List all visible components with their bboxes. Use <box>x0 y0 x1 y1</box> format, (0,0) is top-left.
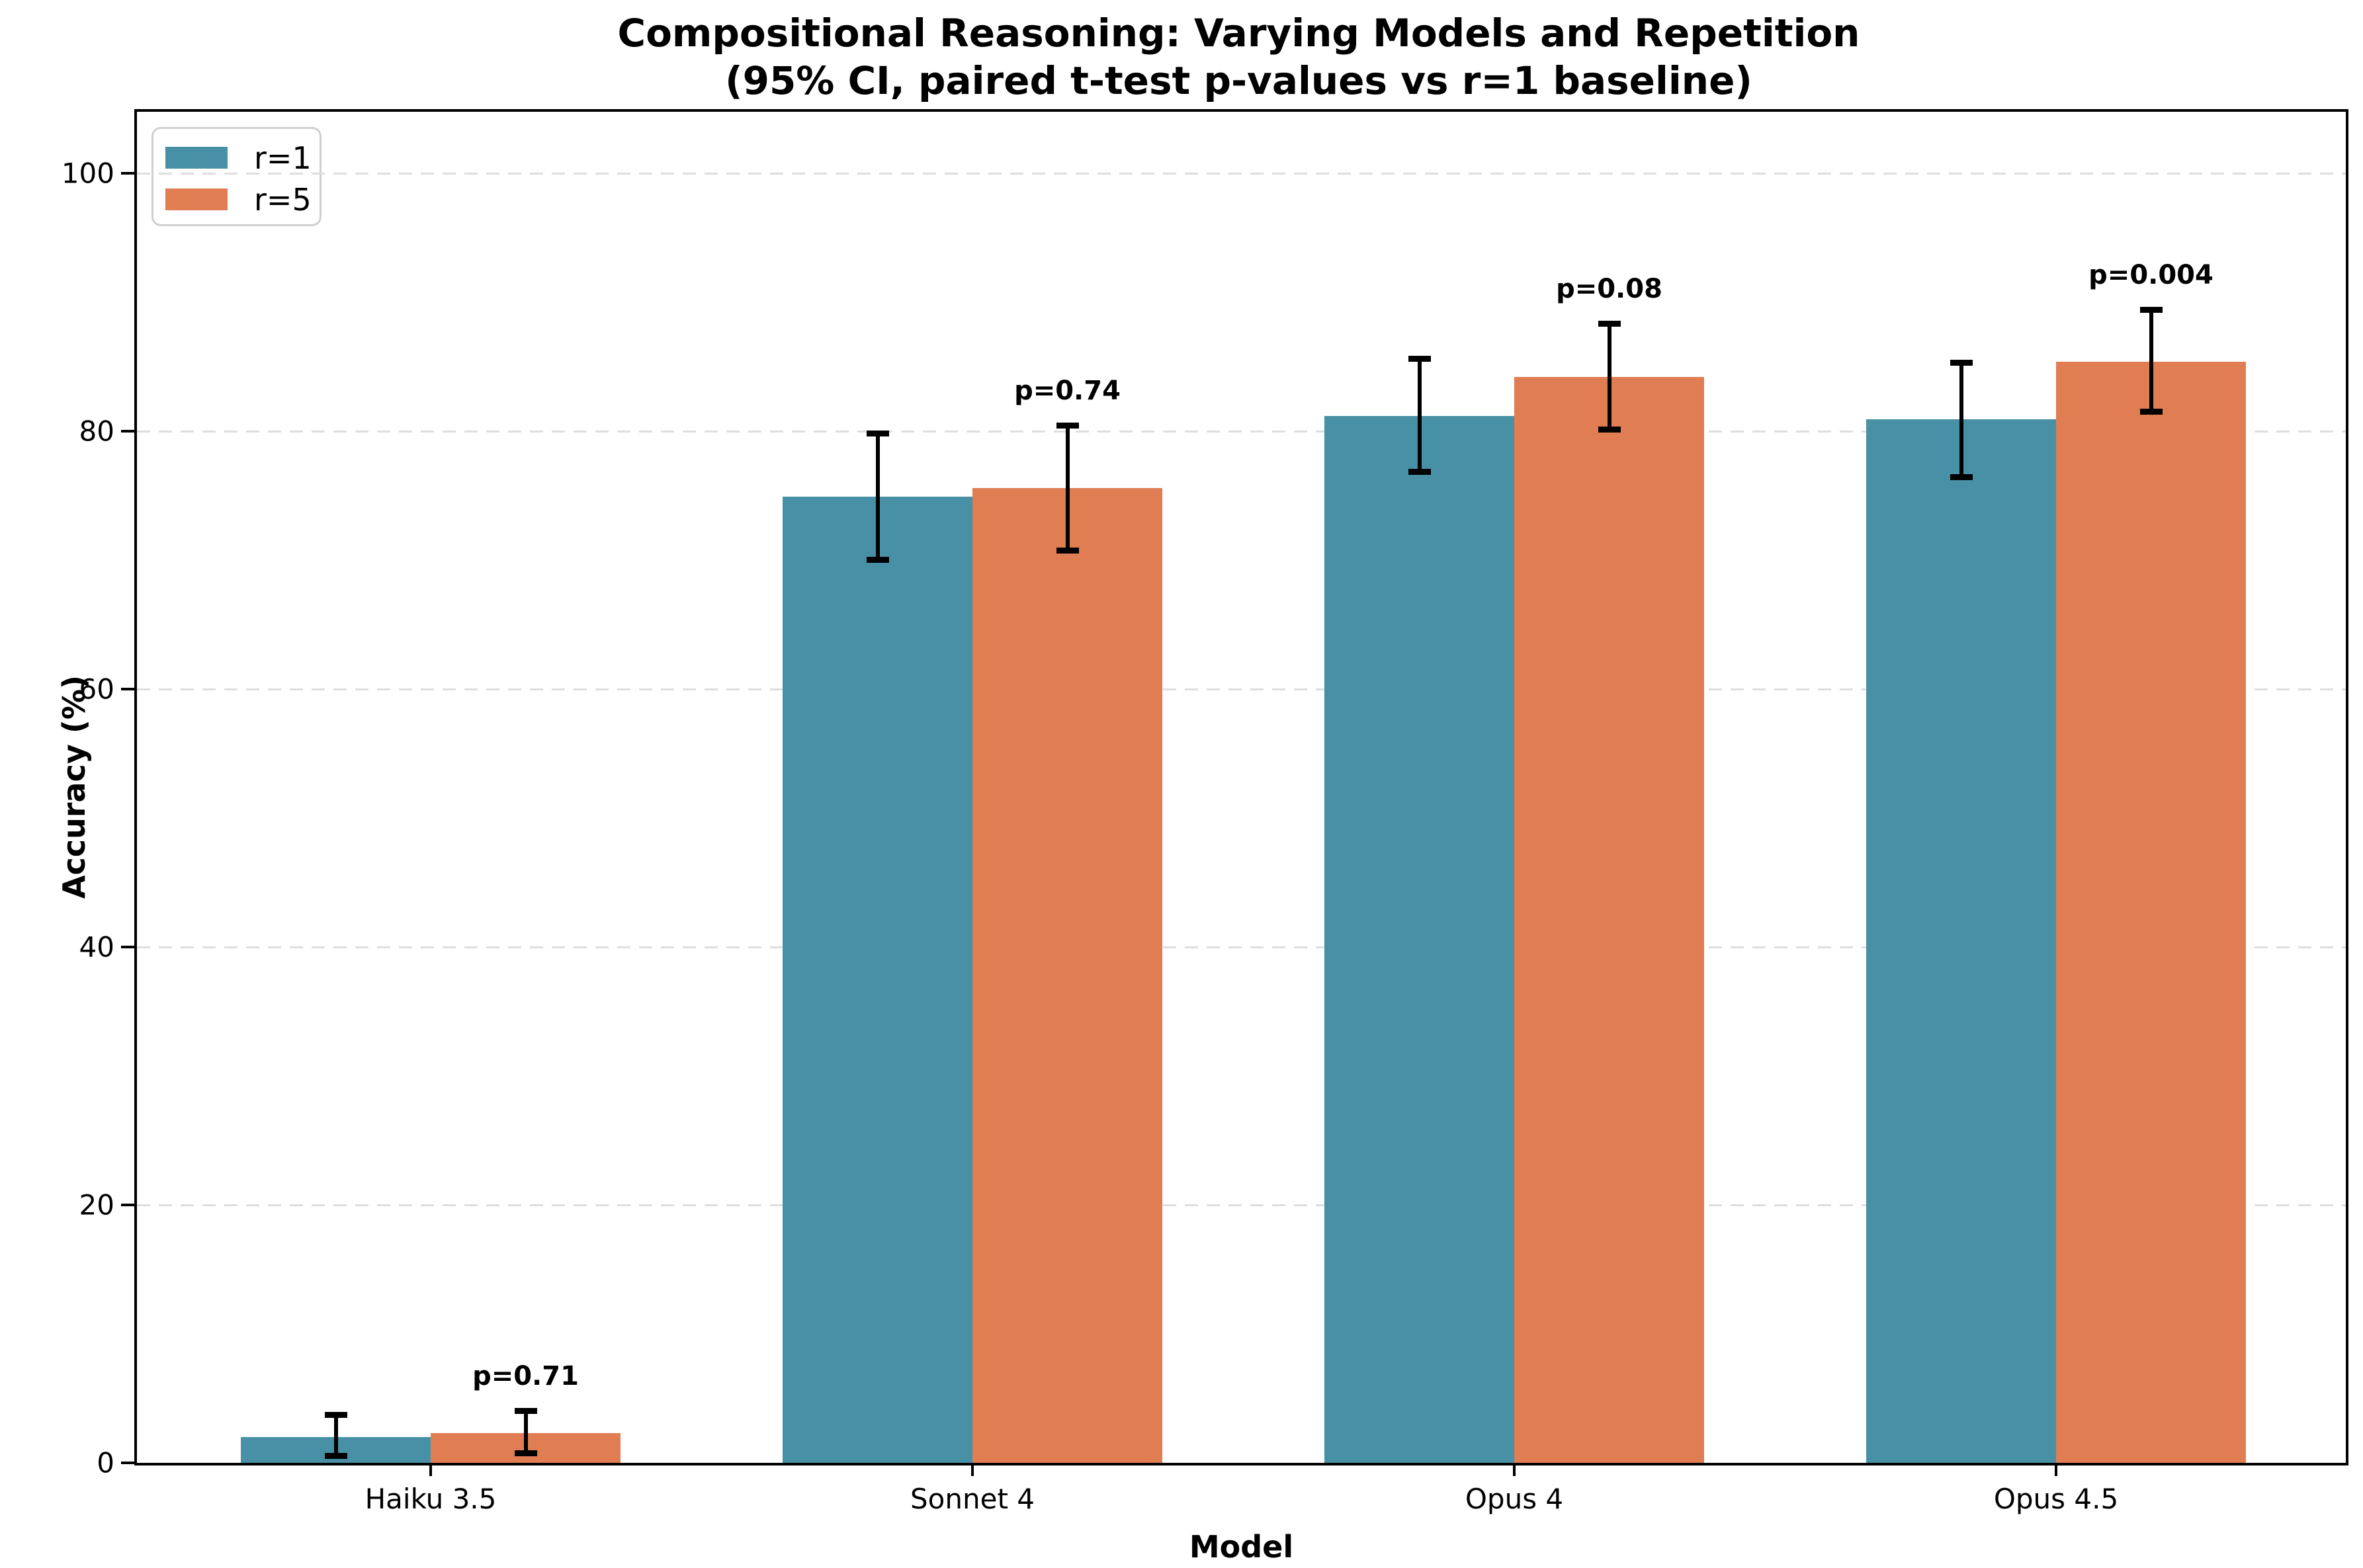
error-bar-r=1-Haiku 3.5 <box>333 1415 338 1457</box>
error-cap-bottom-r=1-Opus 4 <box>1408 469 1431 475</box>
error-cap-top-r=5-Haiku 3.5 <box>514 1408 537 1414</box>
error-bar-r=1-Opus 4 <box>1417 358 1422 473</box>
bar-r=5-Sonnet 4 <box>972 487 1162 1463</box>
legend-entry-r1: r=1 <box>153 137 320 179</box>
p-value-label-Opus 4.5: p=0.004 <box>2088 259 2213 290</box>
error-bar-r=5-Sonnet 4 <box>1065 426 1070 552</box>
bar-r=5-Opus 4 <box>1514 377 1704 1463</box>
y-tick-label-100: 100 <box>61 157 114 190</box>
error-cap-bottom-r=5-Haiku 3.5 <box>514 1450 537 1457</box>
error-cap-bottom-r=1-Haiku 3.5 <box>324 1453 347 1460</box>
bar-r=1-Sonnet 4 <box>783 497 972 1463</box>
error-cap-bottom-r=1-Sonnet 4 <box>866 557 889 563</box>
bar-r=5-Opus 4.5 <box>2056 361 2246 1463</box>
x-tick-label-Opus 4.5: Opus 4.5 <box>1993 1483 2119 1515</box>
plot-area: Accuracy (%) Model r=1 r=5 0 20 40 60 80 100 p… <box>56 109 2348 1565</box>
x-tick-label-Opus 4: Opus 4 <box>1465 1483 1564 1515</box>
error-cap-bottom-r=5-Sonnet 4 <box>1056 548 1079 554</box>
legend-swatch-r5 <box>165 188 228 210</box>
y-tick-label-60: 60 <box>79 673 114 706</box>
y-tick-mark-40 <box>121 946 134 948</box>
x-tick-mark-Haiku 3.5 <box>429 1463 432 1476</box>
error-cap-top-r=1-Opus 4 <box>1408 355 1431 362</box>
y-axis-label: Accuracy (%) <box>56 675 92 899</box>
bar-r=1-Opus 4.5 <box>1866 419 2056 1463</box>
x-tick-label-Haiku 3.5: Haiku 3.5 <box>365 1483 497 1515</box>
error-cap-bottom-r=5-Opus 4.5 <box>2139 408 2163 415</box>
y-tick-label-80: 80 <box>79 415 114 448</box>
error-bar-r=5-Opus 4.5 <box>2149 309 2153 412</box>
x-tick-mark-Opus 4 <box>1513 1463 1516 1476</box>
x-tick-mark-Opus 4.5 <box>2055 1463 2057 1476</box>
error-cap-top-r=1-Opus 4.5 <box>1950 359 1973 366</box>
error-bar-r=5-Opus 4 <box>1607 324 1611 431</box>
y-tick-label-0: 0 <box>97 1446 114 1479</box>
bar-r=1-Opus 4 <box>1324 415 1514 1463</box>
p-value-label-Sonnet 4: p=0.74 <box>1014 376 1121 407</box>
chart-title-line1: Compositional Reasoning: Varying Models … <box>617 11 1860 56</box>
legend: r=1 r=5 <box>151 127 322 226</box>
y-tick-label-20: 20 <box>79 1188 114 1221</box>
error-bar-r=1-Sonnet 4 <box>875 433 880 560</box>
gridline-y80 <box>137 430 2346 433</box>
chart-title: Compositional Reasoning: Varying Models … <box>134 9 2343 104</box>
p-value-label-Haiku 3.5: p=0.71 <box>472 1361 579 1391</box>
error-cap-bottom-r=5-Opus 4 <box>1598 427 1621 433</box>
y-tick-mark-0 <box>121 1462 134 1464</box>
gridline-y20 <box>137 1204 2346 1206</box>
error-cap-top-r=5-Opus 4.5 <box>2139 306 2163 313</box>
y-tick-mark-20 <box>121 1204 134 1206</box>
p-value-label-Opus 4: p=0.08 <box>1556 274 1662 305</box>
gridline-y100 <box>137 172 2346 175</box>
legend-label-r1: r=1 <box>254 140 312 176</box>
error-bar-r=5-Haiku 3.5 <box>523 1411 528 1454</box>
x-tick-mark-Sonnet 4 <box>971 1463 974 1476</box>
error-cap-top-r=1-Haiku 3.5 <box>324 1411 347 1418</box>
error-cap-top-r=1-Sonnet 4 <box>866 430 889 436</box>
error-cap-top-r=5-Sonnet 4 <box>1056 423 1079 429</box>
x-tick-label-Sonnet 4: Sonnet 4 <box>910 1483 1035 1515</box>
y-tick-label-40: 40 <box>79 930 114 964</box>
error-cap-top-r=5-Opus 4 <box>1598 321 1621 327</box>
gridline-y60 <box>137 688 2346 690</box>
legend-swatch-r1 <box>165 147 228 169</box>
legend-label-r5: r=5 <box>254 181 312 218</box>
x-axis-label: Model <box>1189 1529 1294 1565</box>
legend-entry-r5: r=5 <box>153 179 320 220</box>
y-tick-mark-80 <box>121 430 134 433</box>
gridline-y40 <box>137 946 2346 948</box>
error-bar-r=1-Opus 4.5 <box>1959 362 1963 478</box>
y-tick-mark-60 <box>121 688 134 690</box>
chart-title-line2: (95% CI, paired t-test p-values vs r=1 b… <box>725 58 1752 103</box>
error-cap-bottom-r=1-Opus 4.5 <box>1950 474 1973 481</box>
y-tick-mark-100 <box>121 172 134 175</box>
